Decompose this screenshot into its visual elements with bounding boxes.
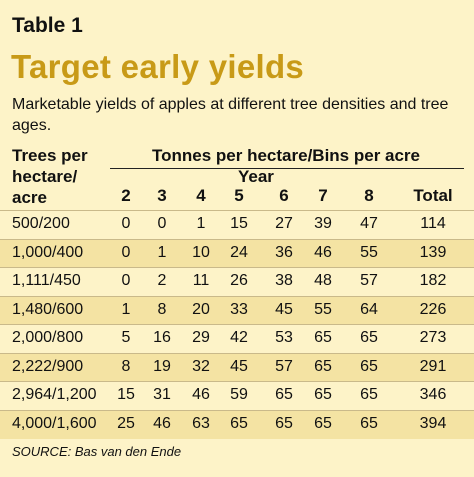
yield-cell-year-5: 33: [230, 300, 248, 318]
yield-cell-year-5: 15: [230, 215, 248, 232]
yield-cell-year-7: 65: [314, 329, 332, 346]
yield-cell-year-3: 46: [153, 414, 171, 432]
yield-cell-year-2: 1: [121, 300, 131, 318]
yield-cell-year-7: 65: [314, 414, 332, 432]
table-row: 2,000/800 5 16 29 42 53 65 65 273: [0, 324, 474, 354]
density-cell: 2,222/900: [12, 357, 84, 375]
density-cell: 1,000/400: [12, 243, 84, 261]
yield-cell-year-8: 64: [360, 300, 378, 318]
density-cell: 1,111/450: [12, 272, 81, 289]
total-cell: 273: [419, 329, 447, 346]
yield-cell-year-2: 8: [121, 357, 131, 375]
header-rule: [110, 168, 464, 169]
density-cell: 1,480/600: [12, 300, 84, 318]
table-row: 1,000/400 0 1 10 24 36 46 55 139: [0, 238, 474, 268]
yield-cell-year-4: 1: [196, 215, 206, 232]
total-cell: 291: [419, 357, 447, 375]
yield-cell-year-2: 25: [117, 414, 135, 432]
yield-cell-year-8: 57: [360, 272, 378, 289]
total-cell: 394: [419, 414, 447, 432]
yield-cell-year-6: 65: [275, 386, 293, 403]
yield-cell-year-4: 11: [192, 272, 210, 289]
column-header-8: 8: [364, 186, 374, 205]
table-row: 2,222/900 8 19 32 45 57 65 65 291: [0, 352, 474, 382]
table-row: 1,111/450 0 2 11 26 38 48 57 182: [0, 267, 474, 297]
total-cell: 139: [419, 243, 447, 261]
yield-cell-year-2: 5: [121, 329, 131, 346]
yield-cell-year-3: 19: [153, 357, 171, 375]
yield-cell-year-8: 47: [360, 215, 378, 232]
yield-cell-year-7: 46: [314, 243, 332, 261]
yield-cell-year-5: 65: [230, 414, 248, 432]
yield-cell-year-4: 63: [192, 414, 210, 432]
density-cell: 2,000/800: [12, 329, 84, 346]
table-title: Target early yields: [11, 48, 305, 85]
total-cell: 346: [419, 386, 447, 403]
yield-cell-year-3: 1: [157, 243, 167, 261]
yield-cell-year-3: 2: [157, 272, 167, 289]
table-row: 2,964/1,200 15 31 46 59 65 65 65 346: [0, 381, 474, 411]
yield-cell-year-3: 0: [157, 215, 167, 232]
yield-cell-year-8: 65: [360, 329, 378, 346]
yield-cell-year-8: 65: [360, 386, 378, 403]
yield-cell-year-4: 32: [192, 357, 210, 375]
yield-cell-year-2: 0: [121, 243, 131, 261]
yield-cell-year-8: 65: [360, 357, 378, 375]
column-header-total: Total: [413, 186, 453, 205]
source-note: SOURCE: Bas van den Ende: [12, 444, 182, 459]
yield-cell-year-8: 65: [360, 414, 378, 432]
yield-cell-year-5: 59: [230, 386, 248, 403]
yield-cell-year-2: 15: [117, 386, 135, 403]
stub-header-line-3: acre: [12, 188, 47, 207]
density-cell: 500/200: [12, 215, 70, 232]
yield-cell-year-7: 55: [314, 300, 332, 318]
yield-cell-year-4: 29: [192, 329, 210, 346]
yield-cell-year-6: 65: [275, 414, 293, 432]
yield-cell-year-5: 26: [230, 272, 248, 289]
yield-cell-year-2: 0: [121, 215, 131, 232]
yield-cell-year-6: 53: [275, 329, 293, 346]
total-cell: 182: [419, 272, 447, 289]
table-row: 4,000/1,600 25 46 63 65 65 65 65 394: [0, 409, 474, 439]
yield-cell-year-3: 16: [153, 329, 171, 346]
table-subtitle: Marketable yields of apples at different…: [12, 96, 449, 134]
yield-cell-year-7: 65: [314, 357, 332, 375]
yield-cell-year-5: 42: [230, 329, 248, 346]
yield-cell-year-4: 20: [192, 300, 210, 318]
column-header-3: 3: [157, 186, 167, 205]
yield-cell-year-7: 65: [314, 386, 332, 403]
yield-cell-year-4: 46: [192, 386, 210, 403]
total-cell: 226: [419, 300, 447, 318]
yield-cell-year-5: 45: [230, 357, 248, 375]
stub-header-line-2: hectare/: [12, 167, 78, 186]
year-header: Year: [238, 167, 274, 186]
yield-cell-year-6: 38: [275, 272, 293, 289]
column-header-2: 2: [121, 186, 131, 205]
yield-cell-year-6: 57: [275, 357, 293, 375]
yield-cell-year-3: 8: [157, 300, 167, 318]
yield-cell-year-4: 10: [192, 243, 210, 261]
span-header: Tonnes per hectare/Bins per acre: [152, 146, 421, 165]
stub-header-line-1: Trees per: [12, 146, 88, 165]
table-label: Table 1: [12, 14, 83, 37]
yield-cell-year-3: 31: [153, 386, 171, 403]
yield-cell-year-7: 39: [314, 215, 332, 232]
table-row: 1,480/600 1 8 20 33 45 55 64 226: [0, 295, 474, 325]
table-row: 500/200 0 0 1 15 27 39 47 114: [0, 210, 474, 240]
column-header-6: 6: [279, 186, 289, 205]
density-cell: 2,964/1,200: [12, 386, 97, 403]
yield-cell-year-6: 27: [275, 215, 293, 232]
total-cell: 114: [420, 215, 446, 232]
yield-cell-year-6: 36: [275, 243, 293, 261]
yield-cell-year-8: 55: [360, 243, 378, 261]
column-header-5: 5: [234, 186, 244, 205]
yield-cell-year-6: 45: [275, 300, 293, 318]
yield-cell-year-2: 0: [121, 272, 131, 289]
column-header-4: 4: [196, 186, 206, 205]
column-header-7: 7: [318, 186, 328, 205]
yield-cell-year-7: 48: [314, 272, 332, 289]
density-cell: 4,000/1,600: [12, 414, 97, 432]
yield-cell-year-5: 24: [230, 243, 248, 261]
